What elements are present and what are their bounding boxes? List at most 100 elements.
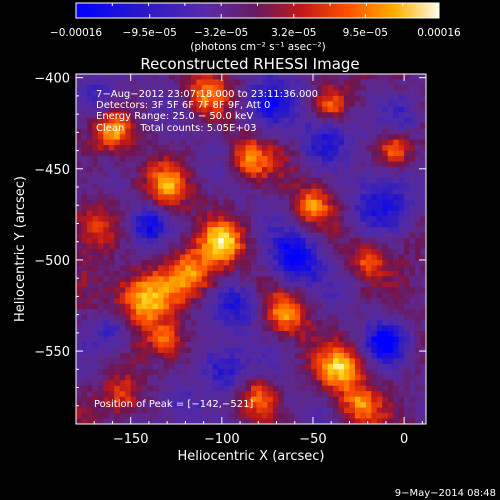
heatmap-pixel xyxy=(256,249,263,255)
heatmap-pixel xyxy=(114,210,121,217)
heatmap-pixel xyxy=(201,106,208,113)
heatmap-pixel xyxy=(365,188,372,195)
heatmap-pixel xyxy=(86,396,93,403)
heatmap-pixel xyxy=(130,139,137,146)
heatmap-pixel xyxy=(376,106,383,113)
heatmap-pixel xyxy=(245,106,252,113)
heatmap-pixel xyxy=(114,95,121,102)
heatmap-pixel xyxy=(316,95,323,102)
heatmap-pixel xyxy=(92,347,99,354)
heatmap-pixel xyxy=(108,156,115,162)
heatmap-pixel xyxy=(278,352,285,359)
heatmap-pixel xyxy=(130,205,137,212)
heatmap-pixel xyxy=(365,123,372,130)
heatmap-pixel xyxy=(245,418,252,424)
heatmap-pixel xyxy=(382,243,389,250)
heatmap-pixel xyxy=(387,205,394,212)
heatmap-pixel xyxy=(103,341,110,348)
heatmap-pixel xyxy=(234,112,241,119)
heatmap-pixel xyxy=(108,106,115,113)
heatmap-pixel xyxy=(201,134,208,140)
heatmap-pixel xyxy=(382,161,389,168)
heatmap-pixel xyxy=(158,407,164,414)
heatmap-pixel xyxy=(114,123,121,130)
heatmap-pixel xyxy=(147,134,153,140)
heatmap-pixel xyxy=(409,205,416,212)
heatmap-pixel xyxy=(207,249,214,255)
heatmap-pixel xyxy=(240,331,246,337)
heatmap-pixel xyxy=(387,210,394,217)
heatmap-pixel xyxy=(168,331,175,337)
heatmap-pixel xyxy=(398,259,405,266)
heatmap-pixel xyxy=(81,380,88,387)
heatmap-pixel xyxy=(382,287,389,294)
heatmap-pixel xyxy=(125,325,132,332)
heatmap-pixel xyxy=(393,380,400,387)
heatmap-pixel xyxy=(305,188,312,195)
heatmap-pixel xyxy=(136,199,142,206)
heatmap-pixel xyxy=(398,156,405,162)
heatmap-pixel xyxy=(349,74,356,80)
heatmap-pixel xyxy=(415,183,421,190)
heatmap-pixel xyxy=(163,259,170,266)
heatmap-pixel xyxy=(97,134,104,140)
heatmap-pixel xyxy=(278,320,285,326)
heatmap-pixel xyxy=(245,139,252,146)
heatmap-pixel xyxy=(360,314,367,321)
heatmap-pixel xyxy=(229,347,235,354)
heatmap-pixel xyxy=(354,79,361,86)
heatmap-pixel xyxy=(163,298,170,305)
heatmap-pixel xyxy=(179,325,186,332)
heatmap-pixel xyxy=(179,347,186,354)
heatmap-pixel xyxy=(393,95,400,102)
heatmap-pixel xyxy=(316,347,323,354)
heatmap-pixel xyxy=(327,254,334,261)
heatmap-pixel xyxy=(103,134,110,140)
heatmap-pixel xyxy=(382,352,389,359)
heatmap-pixel xyxy=(86,309,93,315)
heatmap-pixel xyxy=(92,374,99,381)
heatmap-pixel xyxy=(240,166,246,173)
heatmap-pixel xyxy=(86,325,93,332)
heatmap-pixel xyxy=(316,221,323,228)
heatmap-pixel xyxy=(365,249,372,255)
heatmap-pixel xyxy=(256,391,263,398)
heatmap-pixel xyxy=(371,259,378,266)
heatmap-pixel xyxy=(136,177,142,184)
heatmap-pixel xyxy=(114,177,121,184)
heatmap-pixel xyxy=(125,374,132,381)
heatmap-pixel xyxy=(387,156,394,162)
heatmap-pixel xyxy=(382,396,389,403)
heatmap-pixel xyxy=(360,74,367,80)
heatmap-pixel xyxy=(130,172,137,179)
heatmap-pixel xyxy=(251,265,257,272)
heatmap-pixel xyxy=(130,150,137,157)
heatmap-pixel xyxy=(229,259,235,266)
heatmap-pixel xyxy=(376,205,383,212)
heatmap-pixel xyxy=(185,210,192,217)
heatmap-pixel xyxy=(168,117,175,124)
heatmap-pixel xyxy=(168,106,175,113)
heatmap-pixel xyxy=(136,298,142,305)
heatmap-pixel xyxy=(152,210,159,217)
heatmap-pixel xyxy=(207,276,214,283)
heatmap-pixel xyxy=(311,123,317,130)
heatmap-pixel xyxy=(136,101,142,108)
heatmap-pixel xyxy=(272,341,279,348)
heatmap-pixel xyxy=(300,145,307,151)
heatmap-pixel xyxy=(152,374,159,381)
heatmap-pixel xyxy=(354,402,361,408)
heatmap-pixel xyxy=(289,74,296,80)
heatmap-pixel xyxy=(190,391,197,398)
heatmap-pixel xyxy=(240,298,246,305)
heatmap-pixel xyxy=(103,292,110,299)
heatmap-pixel xyxy=(272,407,279,414)
heatmap-pixel xyxy=(376,183,383,190)
heatmap-pixel xyxy=(212,123,219,130)
heatmap-pixel xyxy=(174,413,181,419)
heatmap-pixel xyxy=(212,90,219,97)
heatmap-pixel xyxy=(158,90,164,97)
heatmap-pixel xyxy=(251,369,257,376)
heatmap-pixel xyxy=(300,128,307,135)
heatmap-pixel xyxy=(404,95,410,102)
